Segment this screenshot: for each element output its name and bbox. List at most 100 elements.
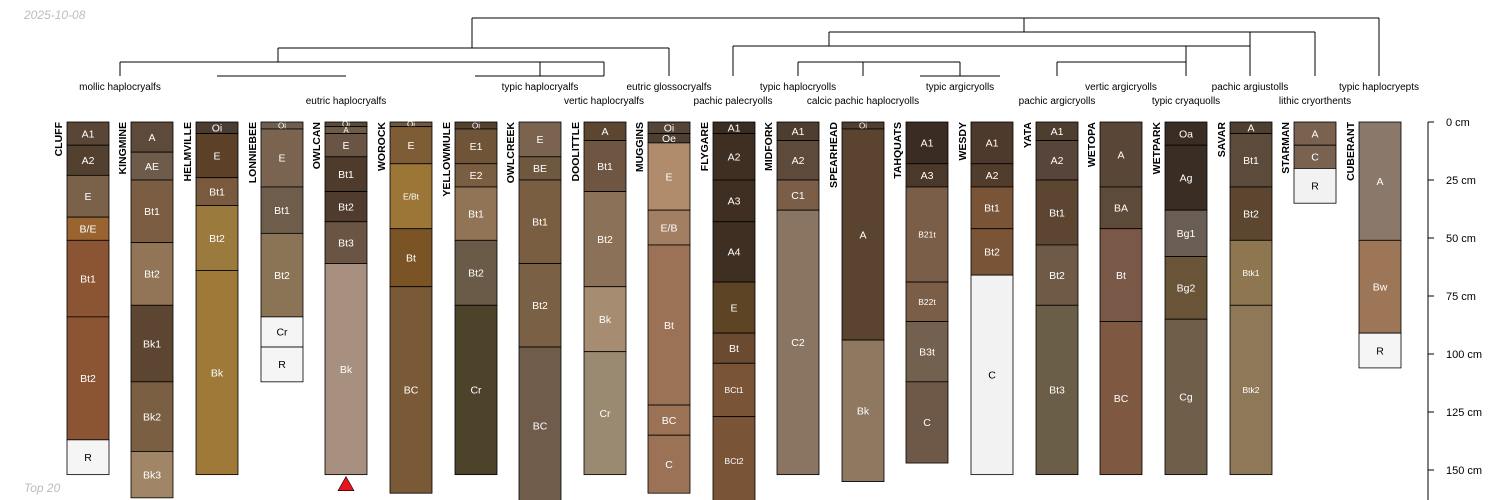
- horizon-label: A2: [792, 155, 805, 167]
- profile-kingmine: KINGMINE A AE Bt1 Bt2 Bk1 Bk2 Bk3: [117, 121, 174, 499]
- horizon-cr: [454, 304, 498, 476]
- horizon-label: E: [213, 150, 220, 162]
- horizon-label: Oi: [212, 123, 223, 135]
- profile-tahquats: TAHQUATS A1 A3 B21t B22t B3t C: [892, 121, 949, 464]
- axis-tick-label: 150 cm: [1446, 465, 1482, 477]
- horizon-bt1: [130, 179, 174, 244]
- horizon-label: Bk: [211, 367, 224, 379]
- horizon-c2: [776, 209, 820, 476]
- horizon-label: Bk: [599, 314, 612, 326]
- horizon-bt2: [195, 205, 239, 271]
- horizon-label: BC: [533, 421, 548, 433]
- taxa-label: typic haplocryolls: [760, 82, 836, 93]
- taxa-label: pachic argiustolls: [1212, 82, 1289, 93]
- horizon-label: Bk3: [143, 469, 161, 481]
- horizon-cr: [260, 316, 304, 348]
- profile-wetpark: WETPARK Oa Ag Bg1 Bg2 Cg: [1151, 122, 1208, 476]
- horizon-bt2: [324, 191, 368, 223]
- horizon-bt: [647, 244, 691, 406]
- horizon-ae: [130, 151, 174, 181]
- horizon-label: Oi: [664, 123, 675, 135]
- horizon-label: E: [665, 171, 672, 183]
- horizon-label: Btk2: [1242, 385, 1259, 395]
- horizon-bt1: [1229, 133, 1273, 188]
- horizon-label: BCt1: [725, 385, 744, 395]
- horizon-bt1: [1035, 179, 1079, 246]
- horizon-label: BA: [1114, 203, 1128, 215]
- profile-name: WETPARK: [1151, 122, 1163, 175]
- horizon-label: E: [407, 140, 414, 152]
- horizon-label: C1: [791, 190, 805, 202]
- horizon-label: Bt1: [209, 186, 225, 198]
- horizon-label: C: [988, 370, 996, 382]
- depth-axis: 0 cm 25 cm 50 cm 75 cm 100 cm 125 cm 150 cm: [1427, 117, 1482, 500]
- horizon-bc: [1099, 321, 1143, 476]
- taxa-label: eutric glossocryalfs: [626, 82, 711, 93]
- profile-name: KINGMINE: [117, 122, 129, 175]
- horizon-a: [130, 121, 174, 153]
- horizon-e: [518, 121, 562, 158]
- horizon-label: Bt2: [144, 269, 160, 281]
- horizon-label: Bt2: [532, 300, 548, 312]
- horizon-label: E/Bt: [403, 191, 420, 201]
- profile-yellowmule: YELLOWMULE Oi E1 E2 Bt1 Bt2 Cr: [441, 121, 498, 476]
- profile-name: FLYGARE: [699, 122, 711, 171]
- horizon-c: [647, 434, 691, 494]
- horizon-label: Bt2: [338, 201, 354, 213]
- horizon-bt2: [1035, 244, 1079, 306]
- horizon-e: [389, 126, 433, 165]
- profile-yata: YATA A1 A2 Bt1 Bt2 Bt3: [1022, 122, 1079, 476]
- horizon-label: AE: [145, 161, 159, 173]
- horizon-label: Bt2: [468, 268, 484, 280]
- horizon-bw: [1358, 239, 1402, 334]
- profile-name: HELMVILLE: [182, 122, 194, 182]
- profile-midfork: MIDFORK A1 A2 C1 C2: [763, 122, 820, 476]
- horizon-label: R: [1376, 345, 1384, 357]
- horizon-label: Cr: [276, 327, 288, 339]
- horizon-bg2: [1164, 256, 1208, 320]
- horizon-label: Bt1: [468, 208, 484, 220]
- horizon-label: Oi: [342, 120, 350, 129]
- horizon-bk: [583, 286, 627, 353]
- horizon-label: Bt: [729, 343, 739, 355]
- horizon-label: A2: [1051, 155, 1064, 167]
- horizon-bt1: [260, 186, 304, 234]
- horizon-bt3: [1035, 304, 1079, 476]
- horizon-label: Bt2: [597, 234, 613, 246]
- horizon-label: Bt1: [1243, 155, 1259, 167]
- taxa-label: vertic haplocryalfs: [564, 96, 644, 107]
- profile-cluff: CLUFF A1 A2 E B/E Bt1 Bt2 R: [53, 121, 110, 476]
- axis-tick-label: 100 cm: [1446, 349, 1482, 361]
- profile-name: CUBERANT: [1345, 121, 1357, 181]
- horizon-bt1: [195, 177, 239, 206]
- horizon-label: Cg: [1179, 392, 1193, 404]
- horizon-r: [1358, 332, 1402, 369]
- horizon-bk2: [130, 381, 174, 452]
- horizon-label: E: [342, 140, 349, 152]
- profile-starman: STARMAN AC R: [1280, 121, 1337, 204]
- horizon-e: [66, 174, 110, 218]
- horizon-label: BCt2: [725, 456, 744, 466]
- horizon-label: B21t: [918, 230, 936, 240]
- horizon-e: [195, 133, 239, 179]
- profile-name: YELLOWMULE: [441, 122, 453, 197]
- horizon-label: Ag: [1180, 172, 1193, 184]
- horizon-label: R: [1311, 181, 1319, 193]
- horizon-label: Bt1: [144, 206, 160, 218]
- horizon-bt2: [583, 191, 627, 288]
- horizon-label: E2: [470, 170, 483, 182]
- horizon-c1: [776, 179, 820, 211]
- horizon-label: Bt3: [1049, 385, 1065, 397]
- horizon-label: R: [84, 452, 92, 464]
- horizon-label: A2: [82, 155, 95, 167]
- horizon-label: Bt: [1116, 270, 1126, 282]
- horizon-bk: [195, 270, 239, 476]
- horizon-b3t: [905, 321, 949, 383]
- horizon-label: A1: [921, 138, 934, 150]
- horizon-a: [1358, 121, 1402, 241]
- horizon-bct1: [712, 362, 756, 418]
